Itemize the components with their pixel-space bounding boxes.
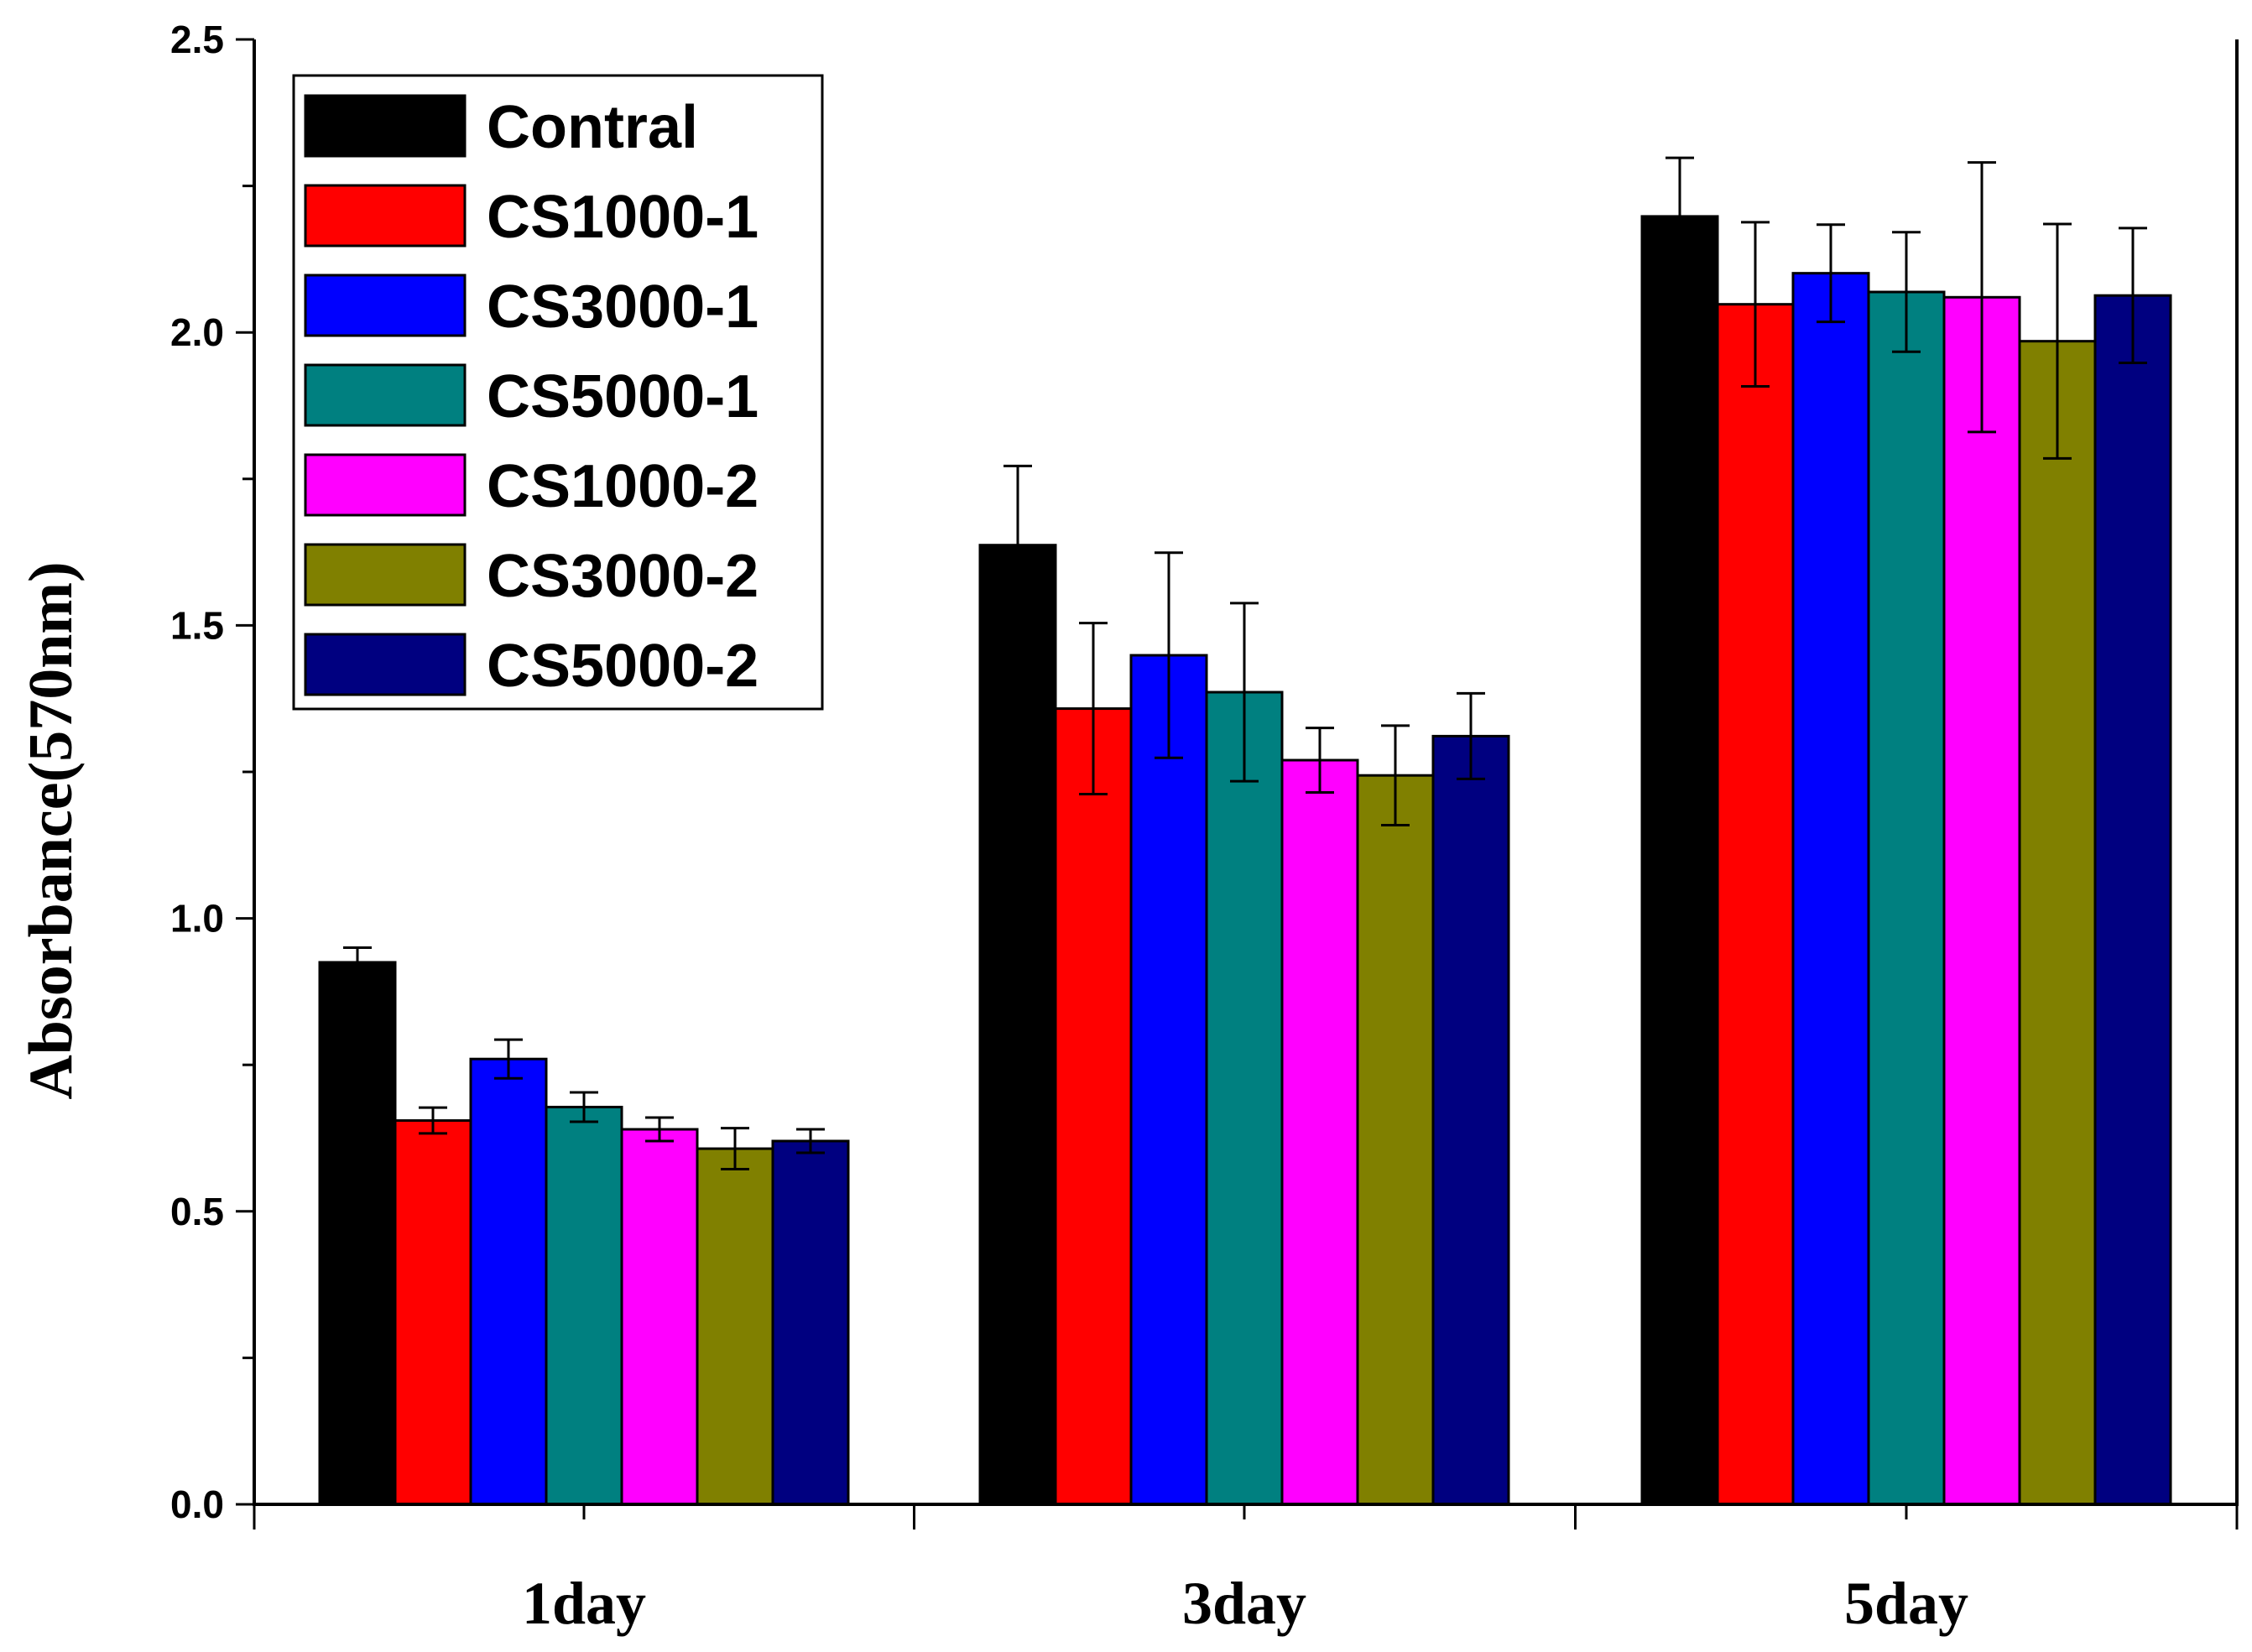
- legend-swatch-cs5000-2: [304, 633, 467, 696]
- bar-cs5000-2-5day: [2093, 294, 2172, 1506]
- bar-cs5000-1-1day: [545, 1105, 623, 1506]
- error-bar-cs1000-1-1day: [419, 1106, 447, 1135]
- legend-label-cs3000-2: CS3000-2: [487, 543, 758, 610]
- bar-cs1000-1-1day: [394, 1119, 472, 1506]
- bar-cs1000-2-5day: [1942, 295, 2021, 1506]
- legend-label-cs5000-2: CS5000-2: [487, 633, 758, 700]
- x-category-label-1day: 1day: [522, 1570, 646, 1637]
- legend-swatch-cs1000-1: [304, 184, 467, 248]
- error-bar-cs3000-1-1day: [494, 1038, 523, 1080]
- bar-cs1000-1-3day: [1054, 707, 1133, 1506]
- y-tick-label: 2.5: [170, 18, 224, 61]
- bar-contral-3day: [978, 544, 1057, 1506]
- y-tick-label: 0.0: [170, 1483, 224, 1526]
- y-tick-label: 1.5: [170, 603, 224, 647]
- x-category-label-3day: 3day: [1182, 1570, 1306, 1637]
- legend-label-contral: Contral: [487, 94, 698, 161]
- error-bar-contral-3day: [1003, 464, 1032, 626]
- bar-contral-5day: [1640, 215, 1719, 1506]
- bar-cs3000-2-3day: [1356, 774, 1435, 1506]
- bar-cs1000-2-3day: [1280, 758, 1359, 1506]
- bar-contral-1day: [318, 961, 397, 1506]
- legend: Contral CS1000-1 CS3000-1 CS5000-1 CS1000-2 C…: [292, 74, 824, 711]
- legend-swatch-cs1000-2: [304, 453, 467, 517]
- bar-cs5000-1-3day: [1205, 691, 1284, 1506]
- error-bar-cs5000-1-1day: [570, 1091, 598, 1123]
- legend-label-cs5000-1: CS5000-1: [487, 363, 758, 430]
- error-bar-cs3000-2-5day: [2043, 222, 2072, 460]
- error-bars-layer: [343, 156, 2147, 1171]
- error-bar-cs3000-1-5day: [1817, 223, 1845, 324]
- error-bar-cs5000-2-5day: [2119, 227, 2147, 365]
- axes-layer: 0.0 0.5 1.0 1.5 2.0 2.5 1day 3day 5day Absorbance…: [17, 18, 2239, 1637]
- error-bar-cs1000-2-5day: [1968, 161, 1996, 434]
- bar-cs3000-2-1day: [696, 1147, 774, 1506]
- legend-swatch-cs3000-2: [304, 543, 467, 607]
- legend-label-cs1000-1: CS1000-1: [487, 184, 758, 251]
- legend-label-cs1000-2: CS1000-2: [487, 453, 758, 520]
- error-bar-cs3000-2-1day: [721, 1127, 749, 1171]
- bar-cs3000-1-5day: [1791, 272, 1870, 1506]
- bar-cs3000-2-5day: [2018, 340, 2097, 1506]
- y-tick-label: 0.5: [170, 1190, 224, 1233]
- error-bar-cs5000-1-5day: [1892, 231, 1921, 353]
- y-tick-label: 1.0: [170, 897, 224, 941]
- error-bar-cs1000-2-1day: [645, 1116, 674, 1143]
- legend-swatch-cs5000-1: [304, 363, 467, 427]
- y-tick-label: 2.0: [170, 310, 224, 354]
- legend-label-cs3000-1: CS3000-1: [487, 274, 758, 341]
- x-category-label-5day: 5day: [1844, 1570, 1968, 1637]
- error-bar-cs1000-1-5day: [1741, 221, 1770, 388]
- error-bar-cs3000-1-3day: [1155, 551, 1183, 759]
- legend-swatch-cs3000-1: [304, 274, 467, 337]
- bar-cs5000-1-5day: [1867, 290, 1946, 1506]
- bar-cs1000-1-5day: [1716, 303, 1795, 1506]
- error-bar-cs5000-2-1day: [796, 1128, 825, 1154]
- bar-cs5000-2-3day: [1431, 734, 1510, 1506]
- error-bar-contral-1day: [343, 946, 372, 978]
- error-bar-cs5000-1-3day: [1230, 602, 1259, 783]
- bar-cs3000-1-3day: [1129, 654, 1208, 1506]
- error-bar-cs1000-1-3day: [1079, 622, 1108, 796]
- error-bar-contral-5day: [1666, 156, 1694, 277]
- bar-cs1000-2-1day: [620, 1128, 699, 1506]
- legend-swatch-contral: [304, 94, 467, 158]
- y-axis-title: Absorbance(570nm): [17, 561, 86, 1099]
- bar-cs3000-1-1day: [469, 1057, 548, 1506]
- bar-cs5000-2-1day: [771, 1139, 850, 1506]
- error-bar-cs5000-2-3day: [1457, 691, 1485, 780]
- error-bar-cs3000-2-3day: [1381, 724, 1410, 827]
- error-bar-cs1000-2-3day: [1306, 727, 1334, 794]
